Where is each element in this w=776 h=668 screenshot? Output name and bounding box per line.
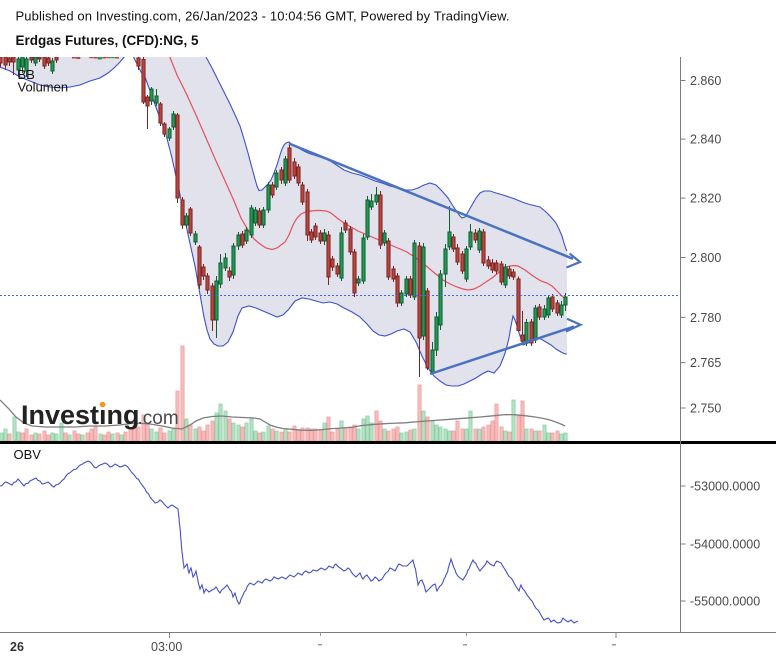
svg-text:-54000.0000: -54000.0000 [690, 538, 760, 552]
svg-text:Volumen: Volumen [18, 80, 69, 95]
svg-text:03:00: 03:00 [151, 640, 182, 654]
svg-text:Investıng: Investıng [21, 400, 140, 430]
svg-text:2.780: 2.780 [690, 311, 721, 325]
svg-text:-53000.0000: -53000.0000 [690, 480, 760, 494]
svg-text:26: 26 [10, 640, 24, 654]
svg-text:OBV: OBV [14, 447, 42, 462]
svg-text:2.800: 2.800 [690, 251, 721, 265]
svg-text:2.860: 2.860 [690, 74, 721, 88]
svg-text:2.750: 2.750 [690, 402, 721, 416]
svg-text:2.820: 2.820 [690, 192, 721, 206]
svg-text:2.840: 2.840 [690, 133, 721, 147]
svg-text:BB: BB [18, 67, 35, 82]
svg-text:.com: .com [138, 408, 179, 429]
svg-text:Erdgas Futures, (CFD):NG, 5: Erdgas Futures, (CFD):NG, 5 [16, 33, 200, 48]
svg-text:2.765: 2.765 [690, 356, 721, 370]
svg-text:Published on Investing.com, 26: Published on Investing.com, 26/Jan/2023 … [16, 9, 510, 24]
svg-text:-55000.0000: -55000.0000 [690, 595, 760, 609]
